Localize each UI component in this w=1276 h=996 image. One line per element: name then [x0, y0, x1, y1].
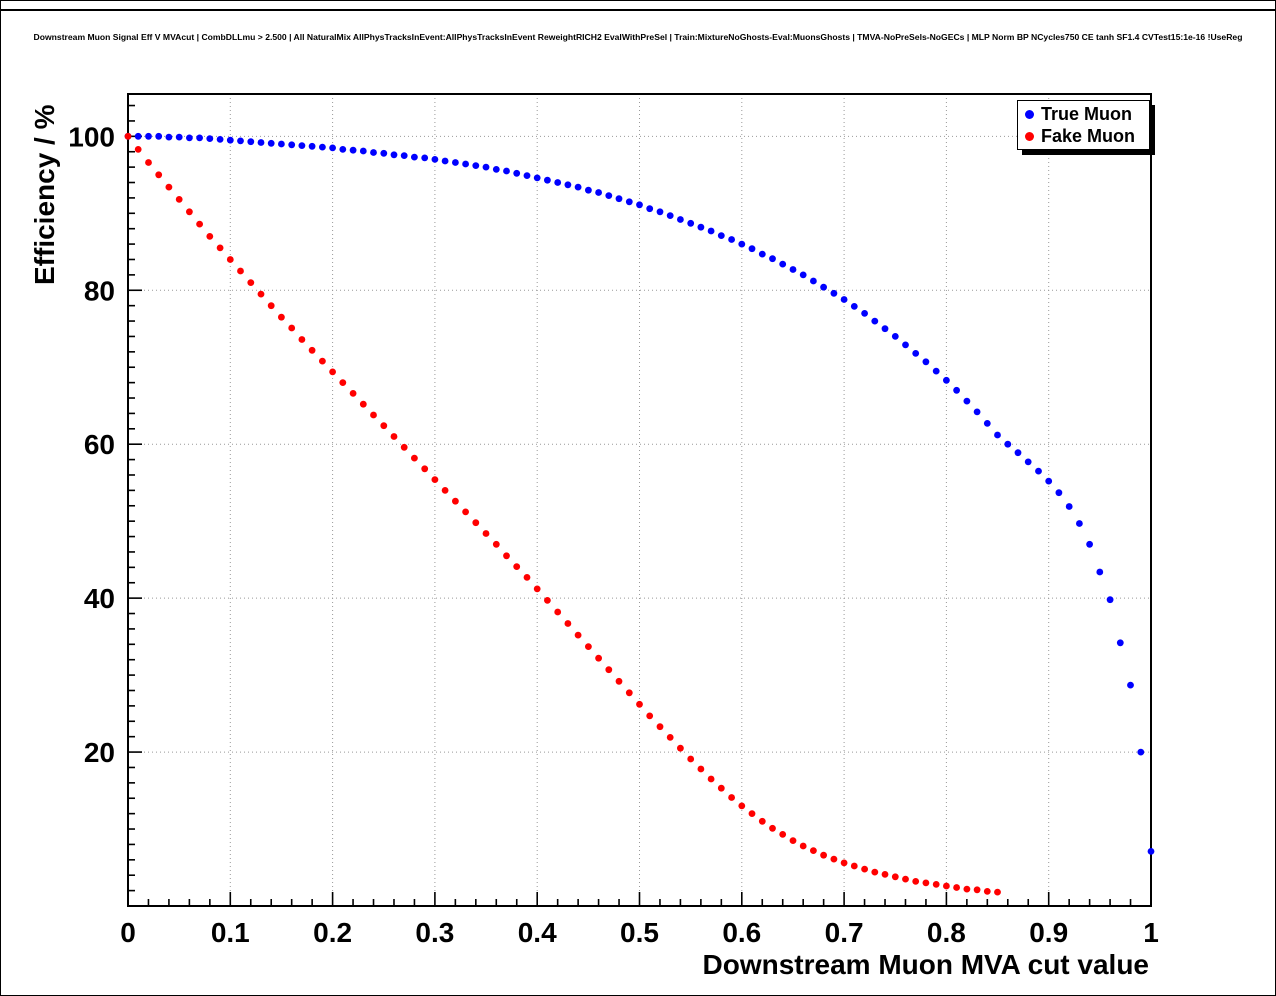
legend-label: True Muon	[1041, 104, 1132, 124]
svg-text:1: 1	[1143, 917, 1159, 948]
true-muon-marker-icon	[1025, 109, 1034, 119]
svg-text:20: 20	[84, 737, 115, 768]
y-tick-labels: 20 40 60 80 100	[68, 121, 115, 768]
svg-text:40: 40	[84, 583, 115, 614]
fake-muon-marker-icon	[1025, 131, 1034, 141]
svg-text:80: 80	[84, 275, 115, 306]
svg-text:100: 100	[68, 121, 115, 152]
svg-text:0.7: 0.7	[825, 917, 864, 948]
series-fake-muon	[124, 132, 1001, 896]
series-true-muon	[124, 132, 1155, 855]
svg-text:0.3: 0.3	[415, 917, 454, 948]
legend-label: Fake Muon	[1041, 126, 1136, 146]
svg-text:0.9: 0.9	[1029, 917, 1068, 948]
svg-text:0.2: 0.2	[313, 917, 352, 948]
svg-text:0: 0	[120, 917, 136, 948]
svg-text:0.5: 0.5	[620, 917, 659, 948]
plot-title: Downstream Muon Signal Eff V MVAcut | Co…	[33, 32, 1243, 42]
grid	[128, 94, 1151, 906]
canvas-top-border	[1, 9, 1275, 11]
legend-item-true-muon: True Muon	[1018, 105, 1149, 123]
svg-text:0.4: 0.4	[518, 917, 557, 948]
x-axis-title: Downstream Muon MVA cut value	[702, 949, 1150, 980]
svg-text:0.1: 0.1	[211, 917, 250, 948]
legend-item-fake-muon: Fake Muon	[1018, 127, 1149, 145]
axis-ticks	[127, 104, 1152, 907]
svg-text:60: 60	[84, 429, 115, 460]
x-tick-labels: 0 0.1 0.2 0.3 0.4 0.5 0.6 0.7 0.8 0.9 1	[120, 917, 1159, 948]
y-axis-title: Efficiency / %	[29, 104, 60, 285]
svg-text:0.8: 0.8	[927, 917, 966, 948]
svg-text:0.6: 0.6	[722, 917, 761, 948]
plot-frame	[127, 93, 1152, 907]
legend-box: True Muon Fake Muon	[1017, 100, 1150, 150]
